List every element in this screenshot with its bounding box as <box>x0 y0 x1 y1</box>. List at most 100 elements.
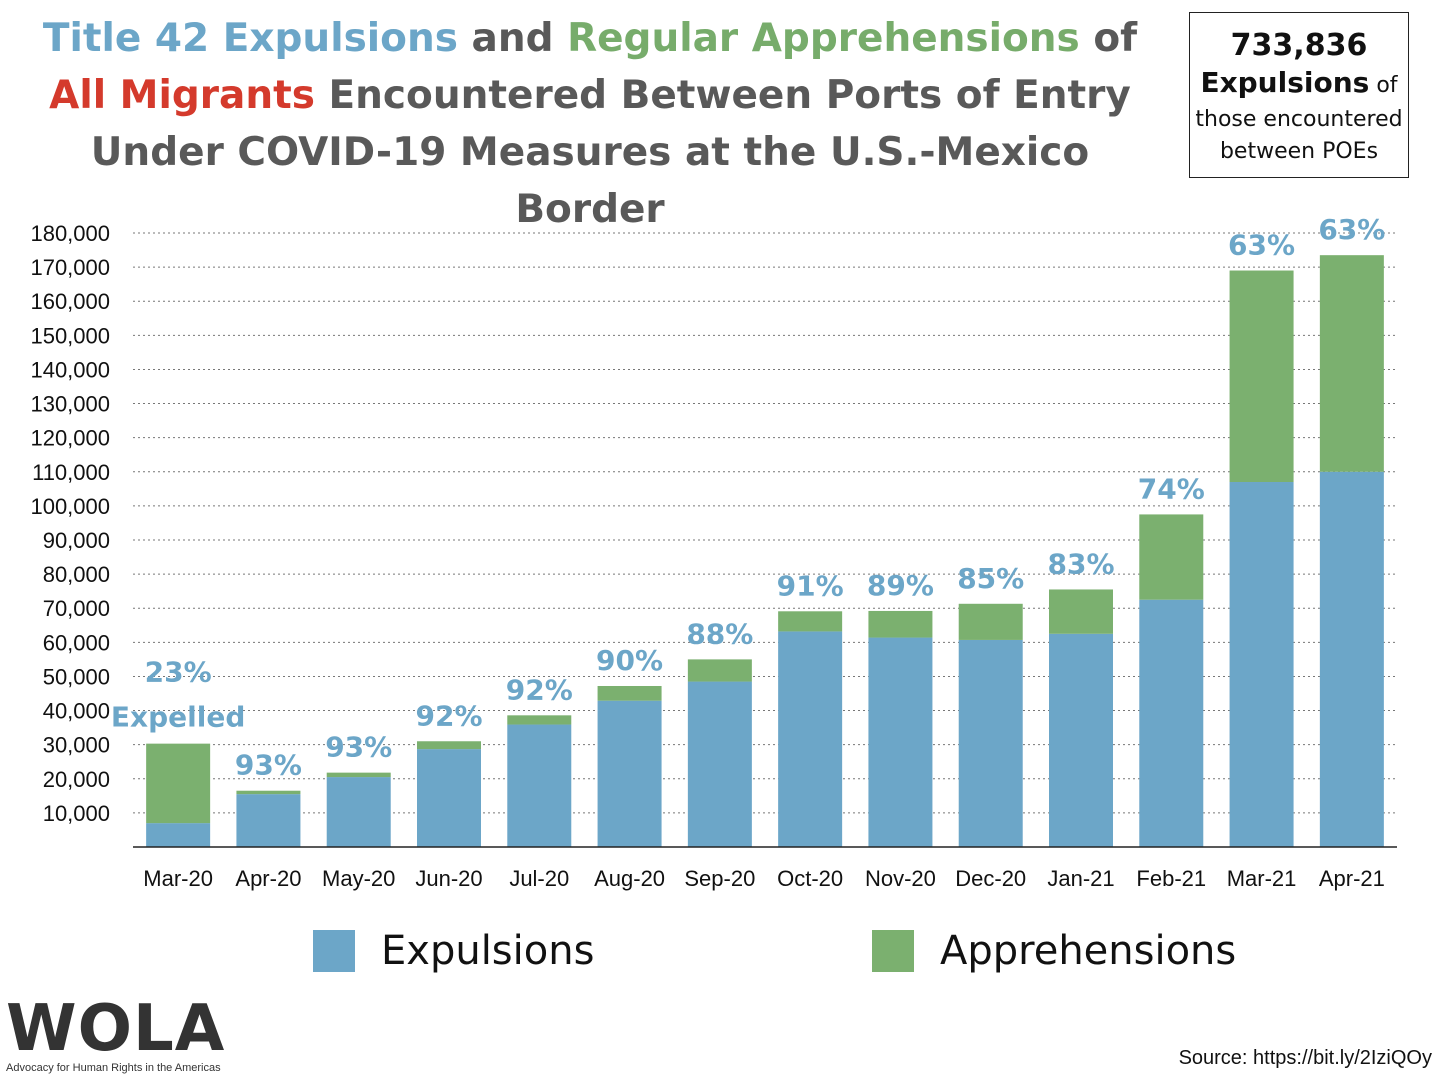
title-part-expulsions: Title 42 Expulsions <box>42 16 458 61</box>
bar-expulsions <box>1319 471 1384 847</box>
title-part-all-migrants: All Migrants <box>49 73 315 118</box>
bars <box>146 255 1384 847</box>
y-tick-label: 150,000 <box>30 323 110 348</box>
total-expulsions-desc-2: between POEs <box>1219 139 1379 164</box>
title-part-of: of <box>1079 16 1138 61</box>
x-tick-label: Sep-20 <box>684 866 755 891</box>
bar-expulsions <box>417 749 481 847</box>
legend-label-expulsions: Expulsions <box>381 928 595 974</box>
pct-label: 63% <box>1228 229 1295 262</box>
pct-label: 23% <box>145 656 212 689</box>
bar-apprehensions <box>236 790 301 795</box>
x-tick-label: Mar-21 <box>1227 866 1297 891</box>
source-citation: Source: https://bit.ly/2IziQOy <box>1178 1047 1432 1069</box>
pct-label: 90% <box>596 644 663 677</box>
bar-expulsions <box>1229 482 1294 847</box>
pct-label: 74% <box>1138 472 1205 505</box>
x-tick-label: Mar-20 <box>143 866 213 891</box>
pct-label: 93% <box>325 731 392 764</box>
bar-apprehensions <box>597 685 662 701</box>
legend-label-apprehensions: Apprehensions <box>940 928 1237 974</box>
y-tick-label: 30,000 <box>43 733 110 758</box>
legend-swatch-apprehensions <box>872 930 914 972</box>
y-tick-label: 10,000 <box>43 801 110 826</box>
bar-apprehensions <box>778 611 843 632</box>
y-tick-label: 40,000 <box>43 699 110 724</box>
total-expulsions-word: Expulsions <box>1200 66 1370 99</box>
pct-label: 92% <box>415 699 482 732</box>
gridlines <box>133 232 1397 814</box>
total-expulsions-desc-1: those encountered <box>1195 107 1403 132</box>
expelled-note: Expelled <box>111 701 245 734</box>
x-axis-ticks: Mar-20 Apr-20 May-20 Jun-20 Jul-20 Aug-20 Sep-… <box>143 866 1385 891</box>
x-tick-label: Jun-20 <box>415 866 482 891</box>
pct-label: 63% <box>1318 213 1385 246</box>
y-tick-label: 70,000 <box>43 596 110 621</box>
bar-apprehensions <box>1319 255 1384 472</box>
bar-apprehensions <box>146 743 211 824</box>
logo-tagline: Advocacy for Human Rights in the America… <box>6 1062 221 1074</box>
bar-apprehensions <box>687 659 752 682</box>
chart-title: Title 42 Expulsions and Regular Apprehen… <box>40 10 1140 238</box>
y-tick-label: 60,000 <box>43 630 110 655</box>
title-part-and: and <box>457 16 568 61</box>
bar-expulsions <box>236 794 301 847</box>
x-tick-label: May-20 <box>322 866 395 891</box>
bar-expulsions <box>597 700 662 847</box>
x-tick-label: Apr-21 <box>1319 866 1385 891</box>
y-tick-label: 180,000 <box>30 221 110 246</box>
bar-expulsions <box>326 777 391 847</box>
y-tick-label: 20,000 <box>43 767 110 792</box>
pct-label: 92% <box>506 673 573 706</box>
y-tick-label: 50,000 <box>43 664 110 689</box>
total-expulsions-of: of <box>1376 73 1398 98</box>
y-tick-label: 100,000 <box>30 494 110 519</box>
x-tick-label: Aug-20 <box>594 866 665 891</box>
bar-expulsions <box>507 724 572 847</box>
legend-swatch-expulsions <box>313 930 355 972</box>
bar-expulsions <box>687 681 752 847</box>
y-tick-label: 120,000 <box>30 426 110 451</box>
y-tick-label: 80,000 <box>43 562 110 587</box>
pct-label: 85% <box>957 562 1024 595</box>
bar-expulsions <box>146 823 211 847</box>
legend-item-apprehensions: Apprehensions <box>872 928 1236 974</box>
total-expulsions-label-line: Expulsions of <box>1190 65 1408 104</box>
bar-expulsions <box>1139 599 1204 847</box>
bar-apprehensions <box>1049 589 1113 634</box>
pct-label: 89% <box>867 569 934 602</box>
logo-wordmark: WOLA <box>6 992 226 1066</box>
total-expulsions-number: 733,836 <box>1230 28 1368 63</box>
pct-label: 91% <box>777 569 844 602</box>
bar-expulsions <box>958 639 1023 847</box>
bar-chart: 10,000 20,000 30,000 40,000 50,000 60,000 70,0… <box>30 213 1397 891</box>
legend-item-expulsions: Expulsions <box>313 928 594 974</box>
y-tick-label: 110,000 <box>32 460 110 485</box>
title-part-rest: Encountered Between Ports of Entry Under… <box>90 73 1131 232</box>
x-tick-label: Jan-21 <box>1047 866 1114 891</box>
x-tick-label: Nov-20 <box>865 866 936 891</box>
x-tick-label: Apr-20 <box>235 866 301 891</box>
y-axis-ticks: 10,000 20,000 30,000 40,000 50,000 60,000 70,0… <box>30 221 110 826</box>
y-tick-label: 160,000 <box>30 289 110 314</box>
y-tick-label: 170,000 <box>30 255 110 280</box>
y-tick-label: 130,000 <box>30 392 110 417</box>
pct-label: 83% <box>1047 547 1114 580</box>
total-expulsions-box: 733,836 Expulsions of those encountered … <box>1189 12 1409 178</box>
bar-apprehensions <box>958 603 1023 640</box>
pct-label: 93% <box>235 749 302 782</box>
x-tick-label: Jul-20 <box>509 866 569 891</box>
bar-apprehensions <box>417 741 481 750</box>
bar-apprehensions <box>507 715 572 725</box>
y-tick-label: 140,000 <box>30 357 110 382</box>
bar-apprehensions <box>326 772 391 778</box>
wola-logo: WOLA Advocacy for Human Rights in the Am… <box>6 996 246 1080</box>
x-tick-label: Dec-20 <box>955 866 1026 891</box>
bar-expulsions <box>868 637 933 847</box>
bar-expulsions <box>1049 633 1113 847</box>
legend: Expulsions Apprehensions <box>0 928 1440 978</box>
bar-apprehensions <box>1229 270 1294 483</box>
x-tick-label: Oct-20 <box>777 866 843 891</box>
title-part-apprehensions: Regular Apprehensions <box>567 16 1080 61</box>
pct-label: 88% <box>686 617 753 650</box>
